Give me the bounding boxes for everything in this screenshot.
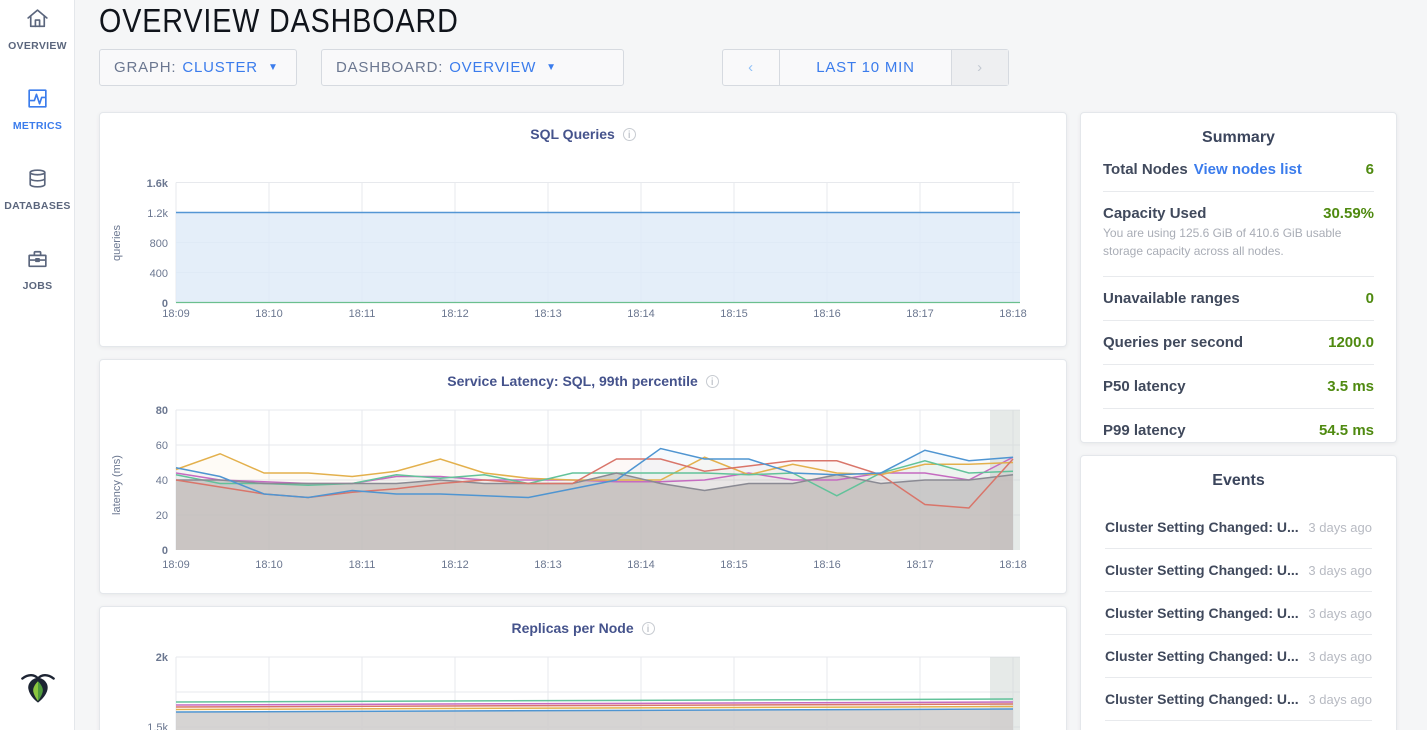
svg-text:18:12: 18:12	[441, 308, 469, 320]
svg-text:18:18: 18:18	[999, 559, 1027, 571]
svg-text:18:09: 18:09	[162, 559, 190, 571]
svg-text:18:10: 18:10	[255, 559, 283, 571]
svg-text:80: 80	[156, 405, 168, 417]
svg-text:18:13: 18:13	[534, 559, 562, 571]
svg-text:18:18: 18:18	[999, 308, 1027, 320]
svg-text:400: 400	[150, 268, 168, 280]
svg-text:20: 20	[156, 510, 168, 522]
svg-text:1.2k: 1.2k	[147, 208, 168, 220]
svg-text:0: 0	[162, 545, 168, 557]
svg-text:18:17: 18:17	[906, 559, 934, 571]
svg-text:1.6k: 1.6k	[147, 178, 169, 190]
svg-text:18:15: 18:15	[720, 559, 748, 571]
svg-text:2k: 2k	[156, 652, 169, 664]
svg-text:18:15: 18:15	[720, 308, 748, 320]
svg-text:60: 60	[156, 440, 168, 452]
svg-text:queries: queries	[111, 224, 123, 261]
svg-text:18:11: 18:11	[349, 308, 376, 320]
svg-text:18:11: 18:11	[349, 559, 376, 571]
svg-text:40: 40	[156, 475, 168, 487]
svg-text:800: 800	[150, 238, 168, 250]
svg-text:18:17: 18:17	[906, 308, 934, 320]
svg-text:1.5k: 1.5k	[147, 722, 168, 730]
svg-text:18:14: 18:14	[627, 559, 655, 571]
svg-text:18:16: 18:16	[813, 308, 841, 320]
svg-text:18:13: 18:13	[534, 308, 562, 320]
svg-text:18:12: 18:12	[441, 559, 469, 571]
svg-text:18:16: 18:16	[813, 559, 841, 571]
svg-text:18:09: 18:09	[162, 308, 190, 320]
svg-text:18:10: 18:10	[255, 308, 283, 320]
svg-text:18:14: 18:14	[627, 308, 655, 320]
svg-text:latency (ms): latency (ms)	[111, 455, 123, 515]
